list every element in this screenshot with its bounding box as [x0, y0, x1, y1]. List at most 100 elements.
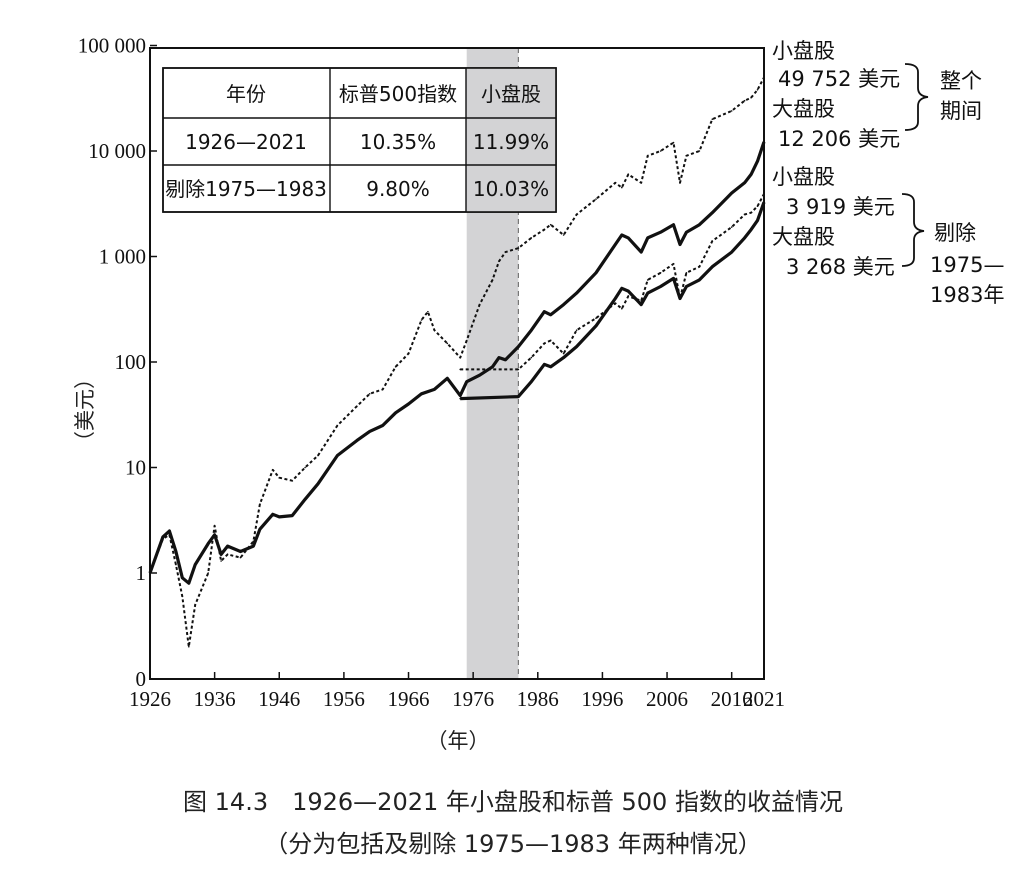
series-1-point — [679, 182, 681, 184]
x-tick-label: 1966 — [388, 687, 430, 711]
series-1-point — [543, 228, 546, 231]
series-2-point — [239, 550, 242, 553]
series-2-point — [226, 545, 229, 547]
series-line-1 — [149, 77, 765, 648]
series-2-point — [595, 272, 597, 274]
series-1-point — [259, 503, 261, 505]
table-cell: 10.35% — [360, 130, 436, 154]
series-1-point — [530, 237, 533, 239]
series-1-point — [317, 454, 319, 457]
series-3-point — [621, 307, 623, 310]
series-1-point — [459, 356, 462, 359]
series-1-point — [517, 247, 520, 249]
series-2-point — [207, 542, 209, 545]
annotation-full-large-label: 大盘股 — [772, 97, 835, 121]
series-1-point — [478, 303, 481, 306]
series-1-point — [575, 213, 578, 216]
series-4-point — [743, 237, 746, 239]
x-axis-title: （年） — [427, 729, 490, 753]
series-2-point — [698, 223, 701, 226]
annotation-full-small-label: 小盘股 — [772, 39, 835, 63]
series-2-point — [465, 380, 468, 383]
series-2-point — [679, 243, 681, 246]
y-tick-label: 100 — [115, 350, 147, 374]
series-4-point — [659, 285, 662, 288]
series-4-point — [517, 395, 520, 398]
y-tick-label: 1 000 — [99, 245, 146, 269]
series-2-point — [750, 173, 752, 176]
series-4-point — [672, 277, 675, 280]
series-1-point — [549, 223, 552, 226]
series-2-point — [498, 356, 500, 359]
series-1-point — [621, 186, 623, 189]
x-tick-label: 2021 — [743, 687, 785, 711]
excluded-period-brace-icon — [901, 193, 925, 267]
series-2-point — [659, 231, 662, 233]
series-2-point — [252, 545, 255, 547]
series-4-point — [685, 285, 688, 288]
series-1-point — [685, 155, 688, 157]
series-3-point — [627, 295, 630, 298]
series-2-point — [549, 314, 552, 316]
annotation-ex-group-line2: 1975— — [930, 253, 1004, 277]
plot-frame — [149, 47, 765, 680]
series-1-point — [194, 604, 196, 606]
x-tick-label: 1956 — [323, 687, 365, 711]
x-tick-label: 2006 — [646, 687, 688, 711]
table-header-sp500: 标普500指数 — [339, 82, 457, 106]
series-4-point — [756, 219, 759, 222]
series-2-point — [543, 310, 546, 313]
series-3-point — [659, 272, 662, 274]
series-1-point — [659, 150, 662, 152]
series-3-point — [646, 279, 649, 281]
series-1-point — [368, 393, 371, 395]
series-1-point — [595, 198, 597, 200]
series-4-point — [750, 228, 752, 231]
figure-caption-line1: 图 14.3 1926—2021 年小盘股和标普 500 指数的收益情况 — [183, 788, 843, 816]
series-4-point — [640, 303, 642, 306]
series-1-point — [226, 553, 229, 556]
series-1-point — [504, 251, 507, 253]
series-2-point — [685, 231, 688, 233]
series-4-point — [543, 363, 546, 366]
series-2-point — [621, 234, 623, 236]
x-tick-label: 2016 — [711, 687, 753, 711]
series-1-point — [465, 339, 468, 342]
series-1-point — [640, 182, 642, 184]
y-tick-label: 10 — [125, 456, 146, 480]
series-line-4 — [460, 201, 766, 401]
series-1-point — [239, 556, 242, 559]
series-2-point — [394, 412, 397, 414]
series-4-point — [627, 290, 630, 292]
x-tick-label: 1986 — [517, 687, 559, 711]
table-header-smallcap: 小盘股 — [481, 82, 541, 106]
series-4-point — [549, 366, 552, 368]
series-4-point — [698, 279, 701, 281]
x-tick-label: 1996 — [581, 687, 623, 711]
series-2-point — [575, 292, 578, 294]
series-4-point — [595, 325, 597, 327]
series-4-point — [530, 380, 533, 383]
series-3-point — [562, 352, 565, 355]
series-4-point — [621, 287, 623, 290]
series-2-point — [433, 388, 436, 391]
series-3-point — [672, 263, 675, 265]
annotation-ex-group-line1: 剔除 — [934, 221, 976, 245]
series-1-point — [698, 150, 701, 152]
full-period-brace-icon — [904, 63, 929, 131]
series-3-point — [756, 205, 759, 207]
annotation-ex-large-label: 大盘股 — [772, 225, 835, 249]
series-2-point — [272, 513, 274, 516]
series-3-point — [743, 213, 746, 216]
x-tick-label: 1926 — [129, 687, 171, 711]
series-line-3 — [460, 193, 765, 371]
series-2-point — [672, 223, 675, 226]
series-3-point — [517, 368, 520, 371]
series-3-point — [711, 240, 714, 242]
series-3-point — [685, 272, 688, 274]
series-4-point — [711, 265, 714, 268]
series-1-point — [672, 141, 675, 144]
series-1-point — [420, 319, 423, 321]
series-1-point — [394, 366, 397, 368]
series-2-point — [381, 424, 384, 427]
